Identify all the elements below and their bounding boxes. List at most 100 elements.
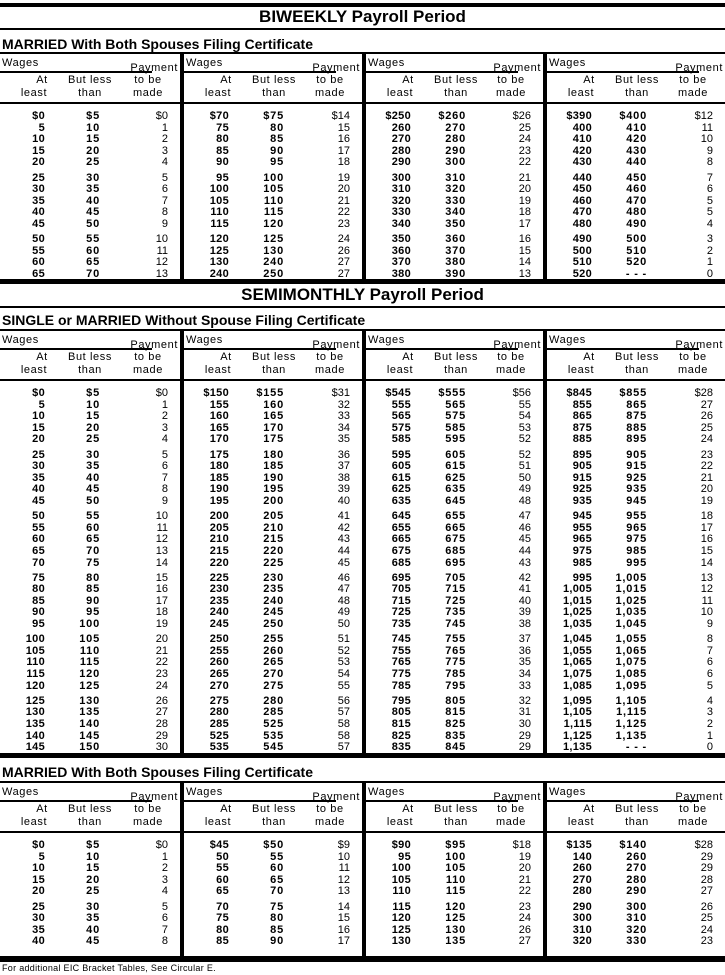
but-less-than-value: 65 (86, 533, 100, 546)
at-least-value: 1,125 (562, 729, 592, 742)
at-least-value: 480 (572, 217, 592, 230)
payment-value: 22 (337, 206, 350, 219)
at-least-value: 935 (572, 494, 592, 507)
table-row: 725 735 39 (366, 607, 543, 619)
but-less-than-value: 245 (263, 606, 284, 619)
at-least-value: 25 (32, 448, 45, 461)
payment-value: 34 (518, 668, 531, 681)
payment-value: 21 (518, 873, 531, 886)
payment-value: 1 (161, 121, 168, 134)
at-least-value: 745 (391, 633, 411, 646)
payment-value: 49 (518, 483, 531, 496)
at-least-value: 140 (572, 850, 592, 863)
payment-value: 24 (518, 912, 531, 925)
payment-value: 25 (518, 121, 531, 134)
payment-value: 12 (337, 873, 350, 886)
table-row: 85 90 17 (0, 594, 180, 608)
at-least-value: 130 (25, 706, 45, 719)
at-least-value: 15 (32, 144, 45, 157)
at-least-value: 180 (209, 460, 229, 473)
but-less-than-value: 735 (445, 606, 466, 619)
at-least-value: 1,065 (562, 656, 592, 669)
column-header: Wages At least But less than Payment to be made (366, 54, 543, 104)
table-row: 460 470 5 (547, 194, 725, 208)
but-less-than-value: 95 (270, 156, 284, 169)
but-less-than-value: 70 (86, 267, 100, 280)
table-row: 35 40 7 (0, 195, 180, 208)
but-less-than-value: 350 (445, 217, 466, 230)
table-row: 10 15 2 (0, 411, 180, 423)
but-less-than-value: 915 (626, 460, 647, 473)
table-column: Wages At least But less than Payment to be made… (362, 54, 543, 281)
payment-value: 26 (700, 900, 713, 913)
at-least-value: 230 (209, 583, 229, 596)
payment-value: 2 (161, 410, 168, 423)
at-least-value: 10 (32, 133, 45, 146)
but-less-than-value: 55 (86, 510, 100, 523)
payment-value: 51 (518, 460, 531, 473)
biweekly-period-title: BIWEEKLY Payroll Period (0, 3, 725, 30)
payment-label: to be (679, 803, 707, 815)
at-least-label: least (20, 816, 48, 828)
table-body: $250 $260 $26 260 270 25 270 280 24 280 290 23 290 30… (366, 104, 543, 281)
but-less-than-value: 895 (626, 433, 647, 446)
payment-value: 15 (518, 244, 531, 257)
wages-label: Wages (368, 786, 405, 798)
table-row: 735 745 38 (366, 618, 543, 631)
but-less-than-value: 190 (263, 471, 284, 484)
column-header: Wages At least But less than Payment to be made (184, 331, 362, 381)
footer-note: For additional EIC Bracket Tables, See C… (2, 963, 216, 973)
payment-value: 48 (518, 494, 531, 507)
payment-value: 5 (706, 194, 713, 207)
but-less-than-value: 805 (445, 694, 466, 707)
payment-value: 42 (337, 521, 350, 534)
table-column: Wages At least But less than Payment to be made… (0, 331, 180, 753)
table-row: 170 175 35 (184, 434, 362, 446)
table-row: 20 25 4 (0, 886, 180, 898)
payment-value: $31 (331, 387, 350, 399)
but-less-than-value: 220 (263, 544, 284, 557)
at-least-value: 110 (26, 656, 45, 669)
at-least-value: 160 (209, 410, 229, 423)
but-less-than-value: $95 (445, 839, 466, 851)
but-less-than-value: 815 (445, 706, 466, 719)
table-row: 145 150 30 (0, 742, 180, 754)
but-less-than-value: 35 (86, 912, 100, 925)
payment-value: 17 (337, 935, 350, 948)
but-less-than-value: 60 (270, 862, 284, 875)
payment-value: 20 (518, 862, 531, 875)
but-less-than-label: than (262, 87, 286, 99)
table-row: 320 330 19 (366, 194, 543, 208)
payment-value: 32 (337, 398, 350, 411)
payment-value: 12 (155, 533, 168, 546)
table-row: 225 230 46 (184, 572, 362, 585)
but-less-than-label: But less (252, 803, 296, 815)
payment-value: 24 (700, 433, 713, 446)
table-body: $0 $5 $0 5 10 1 10 15 2 15 20 3 20 25 4 25 30 5 30 35 6 35 40 7… (0, 381, 180, 754)
at-least-value: 170 (209, 433, 229, 446)
at-least-value: 95 (32, 618, 45, 631)
wages-underline (366, 800, 518, 802)
but-less-than-value: 90 (86, 594, 100, 607)
payment-value: 40 (518, 594, 531, 607)
at-least-value: 240 (209, 606, 229, 619)
table-row: 290 300 26 (547, 900, 725, 914)
table-row: 945 955 18 (547, 511, 725, 523)
payment-value: $0 (155, 387, 168, 399)
but-less-than-label: But less (434, 74, 478, 86)
at-least-value: 450 (572, 183, 592, 196)
but-less-than-value: 130 (79, 694, 100, 707)
but-less-than-value: 330 (445, 194, 466, 207)
table-row: 1,055 1,065 7 (547, 645, 725, 658)
payment-label: made (315, 816, 345, 828)
table-row: 1,065 1,075 6 (547, 657, 725, 669)
payment-value: $12 (694, 110, 713, 122)
at-least-value: 440 (572, 171, 592, 184)
payment-value: 24 (518, 133, 531, 146)
at-least-value: 625 (391, 483, 411, 496)
wages-label: Wages (186, 57, 223, 69)
at-least-label: At (402, 74, 414, 86)
at-least-value: 555 (391, 398, 411, 411)
but-less-than-value: 605 (445, 448, 466, 461)
payment-label: Payment (312, 62, 360, 74)
